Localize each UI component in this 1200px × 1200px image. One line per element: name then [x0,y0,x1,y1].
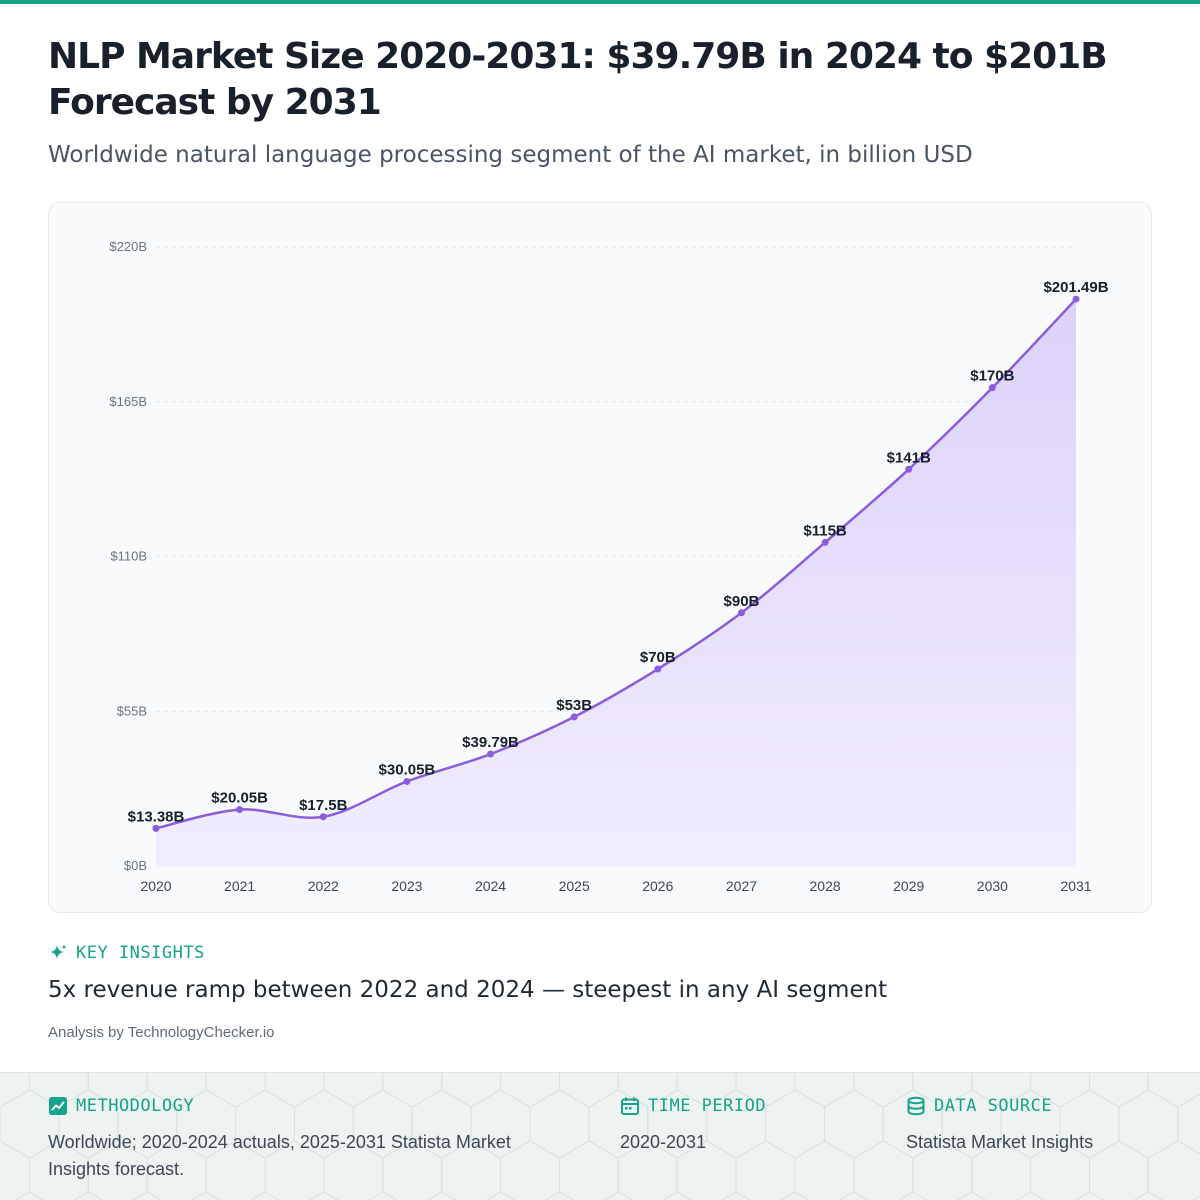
hexagon-shape [780,1191,810,1200]
data-point [905,465,913,473]
x-tick-label: 2029 [893,878,924,894]
top-accent-bar [0,0,1200,4]
key-insights-header: KEY INSIGHTS [48,942,205,964]
data-label: $170B [970,368,1014,385]
sparkle-icon [50,944,67,959]
hexagon-shape [662,1191,693,1200]
data-point [737,609,745,617]
hexagon-shape [0,1140,30,1200]
data-label: $201.49B [1043,279,1108,296]
x-tick-label: 2021 [224,878,255,894]
y-tick-label: $0B [124,858,147,873]
data-point [319,813,327,821]
data-label: $30.05B [379,761,436,778]
x-tick-label: 2025 [559,878,590,894]
data-points [152,295,1080,832]
methodology-text: Worldwide; 2020-2024 actuals, 2025-2031 … [48,1132,511,1179]
data-point [821,538,829,546]
methodology-section: METHODOLOGY Worldwide; 2020-2024 actuals… [48,1095,568,1183]
data-label: $70B [640,649,676,666]
footer: METHODOLOGY Worldwide; 2020-2024 actuals… [0,1072,1200,1200]
hexagon-shape [132,1191,163,1200]
data-labels: $13.38B $20.05B $17.5B $30.05B $39.79B $53B $7… [128,279,1109,825]
data-point [152,824,160,832]
trend-chart-icon [49,1097,67,1115]
x-tick-label: 2023 [391,878,422,894]
time-period-label: TIME PERIOD [648,1096,767,1116]
area-fill [156,299,1076,866]
hexagon-shape [721,1191,751,1200]
x-tick-label: 2022 [308,878,339,894]
hexagon-shape [1192,1195,1200,1200]
y-tick-label: $220B [109,239,147,254]
y-tick-label: $165B [109,394,147,409]
x-tick-label: 2031 [1060,878,1091,894]
page-title: NLP Market Size 2020-2031: $39.79B in 20… [48,36,1108,123]
hexagon-shape [485,1191,516,1200]
hexagon-shape [544,1191,575,1200]
time-period-section: TIME PERIOD 2020-2031 [620,1095,880,1156]
x-tick-label: 2030 [977,878,1008,894]
data-label: $39.79B [462,734,519,751]
data-label: $115B [803,522,847,539]
hexagon-shape [839,1191,869,1200]
methodology-label: METHODOLOGY [76,1096,195,1116]
hexagon-shape [73,1191,104,1200]
x-tick-label: 2024 [475,878,506,894]
hexagon-shape [191,1191,221,1200]
hexagon-shape [309,1191,339,1200]
calendar-icon [621,1097,639,1115]
hexagon-shape [426,1191,457,1200]
hexagon-shape [956,1191,987,1200]
data-point [988,384,996,392]
x-tick-label: 2026 [642,878,673,894]
hexagon-shape [559,1073,619,1108]
hexagon-shape [1015,1191,1046,1200]
database-icon [907,1096,925,1116]
data-label: $17.5B [299,797,348,814]
data-point [1072,295,1080,303]
x-tick-label: 2027 [726,878,757,894]
hexagon-shape [603,1191,634,1200]
x-tick-label: 2020 [140,878,171,894]
y-tick-label: $110B [110,549,147,564]
data-point [570,713,578,721]
data-source-label: DATA SOURCE [934,1096,1053,1116]
x-tick-label: 2028 [810,878,841,894]
data-point [236,806,244,814]
data-label: $13.38B [128,808,185,825]
data-label: $53B [556,697,592,714]
data-point [654,665,662,673]
hexagon-shape [367,1191,398,1200]
hexagon-shape [897,1191,928,1200]
page-subtitle: Worldwide natural language processing se… [48,142,973,168]
chart-card: $0B $55B $110B $165B $220B 2020 2021 2022 2023 2… [48,202,1152,913]
hexagon-shape [14,1191,45,1200]
hexagon-pattern [0,1073,1200,1200]
hexagon-shape [1074,1191,1105,1200]
y-tick-label: $55B [117,703,147,718]
data-source-text: Statista Market Insights [906,1132,1094,1152]
y-axis: $0B $55B $110B $165B $220B [109,239,147,873]
nlp-market-chart: $0B$55B$110B$165B$220B 2020 2021 2022 2023 2… [109,239,1109,894]
data-label: $90B [724,593,760,610]
hexagon-shape [1133,1191,1164,1200]
analysis-credit: Analysis by TechnologyChecker.io [48,1024,275,1041]
data-point [403,777,411,785]
key-insights-label: KEY INSIGHTS [76,943,205,963]
hexagon-shape [559,1140,619,1200]
hexagon-shape [250,1191,280,1200]
data-point [487,750,495,758]
data-label: $20.05B [211,790,268,807]
key-insight-text: 5x revenue ramp between 2022 and 2024 — … [48,977,888,1003]
data-label: $141B [887,449,931,466]
x-axis: 2020 2021 2022 2023 2024 2025 2026 2027 2028 2029… [140,878,1091,894]
hexagon-shape [0,1073,30,1108]
time-period-text: 2020-2031 [620,1132,707,1152]
data-source-section: DATA SOURCE Statista Market Insights [906,1095,1186,1156]
